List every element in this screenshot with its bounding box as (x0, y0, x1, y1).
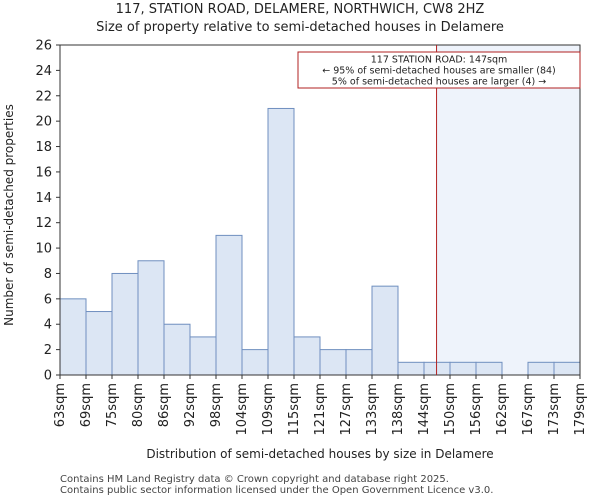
x-tick-label: 63sqm (53, 383, 68, 427)
footer-copyright: Contains HM Land Registry data © Crown c… (60, 474, 449, 485)
histogram-bar (189, 336, 217, 376)
x-axis-label: Distribution of semi-detached houses by … (146, 447, 493, 461)
x-tick-label: 121sqm (313, 383, 328, 436)
chart-subtitle: Size of property relative to semi-detach… (96, 20, 504, 35)
x-tick-label: 167sqm (521, 383, 536, 436)
chart-title: 117, STATION ROAD, DELAMERE, NORTHWICH, … (115, 2, 485, 17)
x-tick-label: 80sqm (131, 383, 146, 427)
histogram-bar (85, 311, 113, 376)
histogram-bar (59, 298, 87, 376)
histogram-bar (371, 285, 399, 376)
histogram-bar (137, 260, 165, 376)
y-tick-label: 20 (35, 115, 52, 130)
histogram-bar (267, 107, 295, 376)
x-tick-label: 69sqm (79, 383, 94, 427)
x-tick-label: 115sqm (287, 383, 302, 436)
y-axis-label: Number of semi-detached properties (2, 104, 16, 326)
x-tick-label: 173sqm (547, 383, 562, 436)
y-tick-label: 18 (35, 140, 52, 155)
histogram-bar (163, 323, 191, 376)
x-tick-label: 104sqm (235, 383, 250, 436)
histogram-bar (319, 349, 347, 376)
annotation-line: ← 95% of semi-detached houses are smalle… (322, 66, 556, 77)
histogram-bar (475, 361, 503, 376)
x-tick-label: 98sqm (209, 383, 224, 427)
x-tick-label: 179sqm (573, 383, 588, 436)
annotation-line: 5% of semi-detached houses are larger (4… (332, 77, 546, 88)
x-tick-label: 127sqm (339, 383, 354, 436)
y-tick-label: 4 (44, 318, 52, 333)
x-tick-label: 133sqm (365, 383, 380, 436)
annotation-box (297, 51, 581, 89)
y-tick-label: 24 (35, 64, 52, 79)
x-tick-label: 156sqm (469, 383, 484, 436)
x-tick-label: 150sqm (443, 383, 458, 436)
x-tick-label: 86sqm (157, 383, 172, 427)
footer-licence: Contains public sector information licen… (60, 485, 494, 496)
y-tick-label: 14 (35, 191, 52, 206)
x-tick-label: 109sqm (261, 383, 276, 436)
y-tick-label: 12 (35, 216, 52, 231)
histogram-bar (553, 361, 581, 376)
x-tick-label: 92sqm (183, 383, 198, 427)
x-tick-label: 75sqm (105, 383, 120, 427)
y-tick-label: 2 (44, 343, 52, 358)
histogram-bar (111, 272, 139, 376)
y-tick-label: 6 (44, 292, 52, 307)
y-tick-label: 22 (35, 89, 52, 104)
histogram-bar (215, 234, 243, 376)
histogram-bar (241, 349, 269, 376)
y-tick-label: 8 (44, 267, 52, 282)
y-tick-label: 10 (35, 242, 52, 257)
y-tick-label: 16 (35, 165, 52, 180)
histogram-bar (293, 336, 321, 376)
histogram-bar (527, 361, 555, 376)
x-tick-label: 162sqm (495, 383, 510, 436)
x-tick-label: 138sqm (391, 383, 406, 436)
larger-region-highlight (436, 45, 580, 375)
y-tick-label: 0 (44, 369, 52, 384)
x-tick-label: 144sqm (417, 383, 432, 436)
y-tick-label: 26 (35, 39, 52, 54)
annotation-line: 117 STATION ROAD: 147sqm (371, 55, 508, 66)
histogram-bar (449, 361, 477, 376)
histogram-bar (345, 349, 373, 376)
histogram-bar (397, 361, 425, 376)
